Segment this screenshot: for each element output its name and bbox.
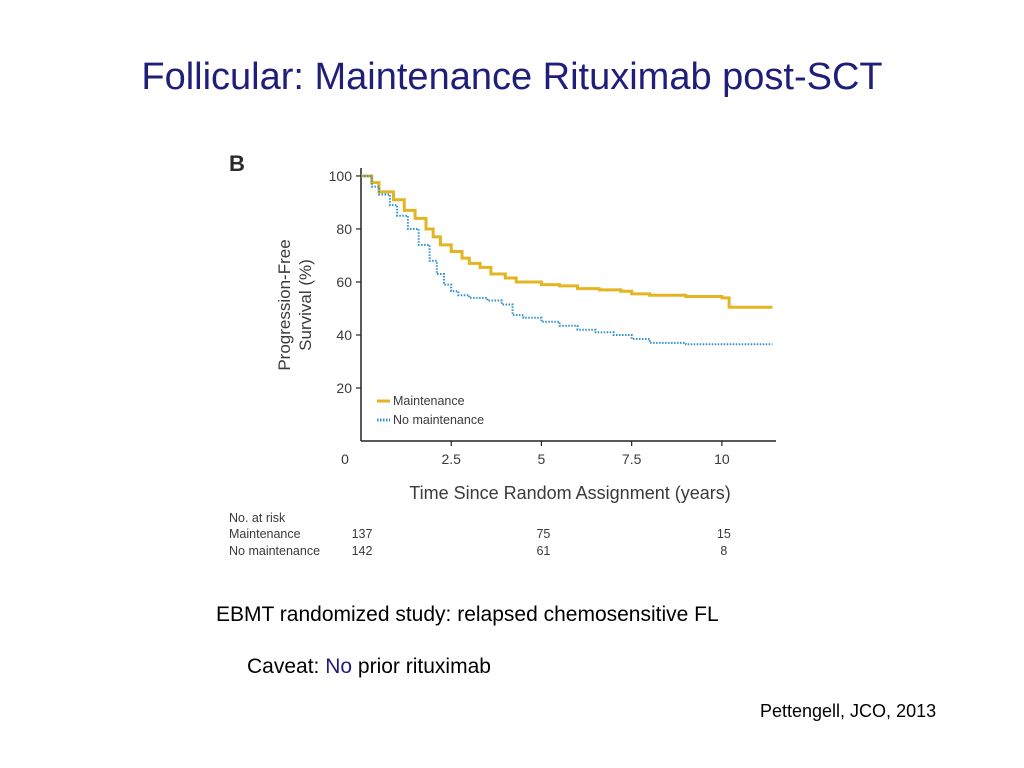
caption-study: EBMT randomized study: relapsed chemosen… (216, 603, 719, 626)
y-tick-label: 80 (336, 221, 352, 237)
x-tick-label: 2.5 (441, 451, 461, 467)
risk-value: 137 (352, 527, 373, 541)
series-lines (361, 174, 773, 346)
y-tick-label: 40 (336, 327, 352, 343)
x-tick-label: 7.5 (622, 451, 642, 467)
caveat-highlight: No (325, 655, 353, 678)
caption-caveat: Caveat: No prior rituximab (247, 655, 491, 679)
risk-value: 61 (536, 544, 550, 558)
y-tick-label: 20 (336, 380, 352, 396)
y-tick-label: 100 (329, 168, 353, 184)
caveat-suffix: prior rituximab (352, 655, 491, 678)
caveat-prefix: Caveat: (247, 655, 326, 678)
series-line-no-maintenance (361, 175, 773, 346)
x-tick-label: 5 (538, 451, 546, 467)
risk-table-header: No. at risk (229, 511, 286, 525)
x-tick-label: 0 (341, 451, 349, 467)
risk-values: 137 75 15 142 61 8 (352, 527, 731, 558)
legend-label-no-maintenance: No maintenance (393, 413, 484, 427)
axes: 20 40 60 80 100 0 2.5 5 7.5 10 (329, 168, 776, 467)
risk-value: 75 (536, 527, 550, 541)
legend: Maintenance No maintenance (377, 394, 484, 427)
risk-row-label: No maintenance (229, 544, 320, 558)
slide-title: Follicular: Maintenance Rituximab post-S… (141, 56, 883, 98)
y-tick-label: 60 (336, 274, 352, 290)
risk-row-label: Maintenance (229, 527, 301, 541)
y-axis-label-line2: Survival (%) (296, 259, 315, 351)
citation: Pettengell, JCO, 2013 (760, 701, 937, 721)
risk-table: No. at risk Maintenance No maintenance 1… (229, 511, 731, 558)
x-tick-label: 10 (714, 451, 730, 467)
x-axis-label: Time Since Random Assignment (years) (409, 483, 730, 503)
series-line-maintenance (361, 174, 773, 309)
legend-label-maintenance: Maintenance (393, 394, 465, 408)
y-axis-label-line1: Progression-Free (275, 239, 294, 370)
risk-value: 15 (717, 527, 731, 541)
panel-label: B (229, 151, 245, 176)
risk-value: 8 (720, 544, 727, 558)
risk-value: 142 (352, 544, 373, 558)
km-chart: B Progression-Free Survival (%) 20406080… (229, 151, 776, 558)
